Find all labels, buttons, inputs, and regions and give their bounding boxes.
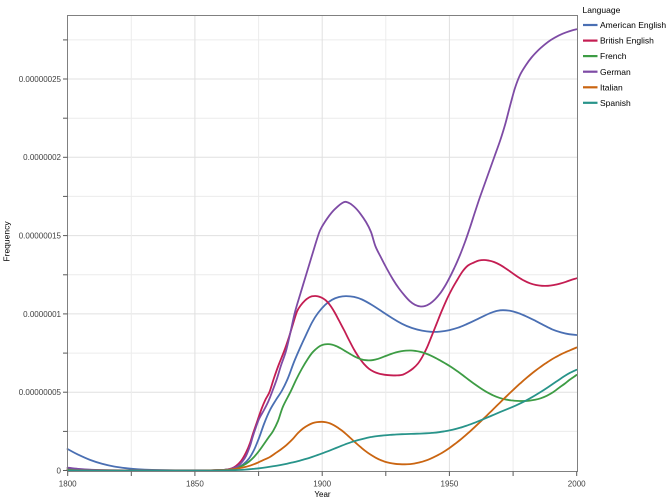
svg-text:American English: American English <box>600 20 666 30</box>
svg-text:0: 0 <box>57 466 62 475</box>
svg-text:German: German <box>600 67 631 77</box>
svg-text:Frequency: Frequency <box>2 221 12 262</box>
svg-text:Year: Year <box>314 490 331 499</box>
svg-text:Spanish: Spanish <box>600 98 631 108</box>
svg-text:0.0000002: 0.0000002 <box>23 153 61 162</box>
svg-text:Language: Language <box>583 5 621 15</box>
svg-text:0.00000005: 0.00000005 <box>19 388 62 397</box>
svg-text:0.00000015: 0.00000015 <box>19 232 62 241</box>
svg-text:1800: 1800 <box>59 480 77 489</box>
svg-text:1950: 1950 <box>441 480 459 489</box>
svg-text:Italian: Italian <box>600 82 623 92</box>
svg-text:British English: British English <box>600 36 654 46</box>
svg-text:French: French <box>600 51 627 61</box>
svg-text:1900: 1900 <box>313 480 331 489</box>
svg-text:2000: 2000 <box>568 480 586 489</box>
svg-text:0.00000025: 0.00000025 <box>19 75 62 84</box>
svg-text:0.0000001: 0.0000001 <box>23 310 61 319</box>
svg-text:1850: 1850 <box>186 480 204 489</box>
